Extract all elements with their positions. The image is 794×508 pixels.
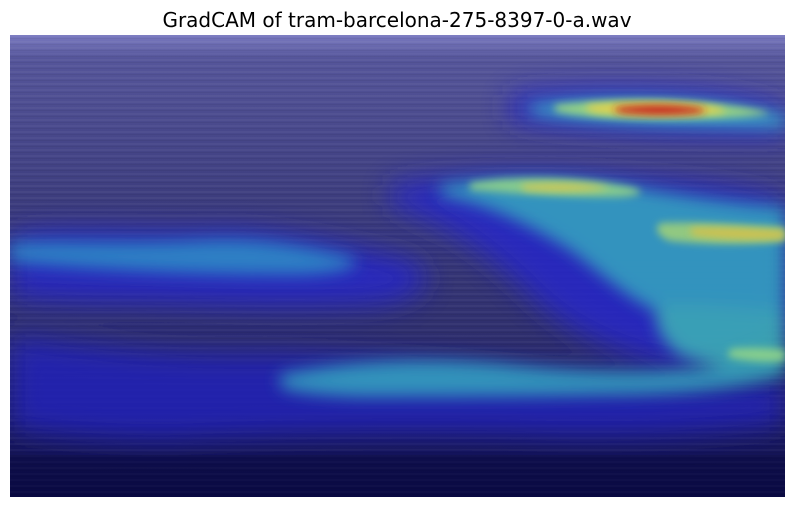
- activation-cyan-layer: [10, 98, 785, 397]
- gradcam-heatmap-svg: [10, 35, 785, 497]
- bottom-shade: [10, 455, 785, 497]
- gradcam-heatmap: [10, 35, 785, 497]
- figure-title: GradCAM of tram-barcelona-275-8397-0-a.w…: [162, 8, 632, 32]
- activation-red-core: [614, 104, 706, 116]
